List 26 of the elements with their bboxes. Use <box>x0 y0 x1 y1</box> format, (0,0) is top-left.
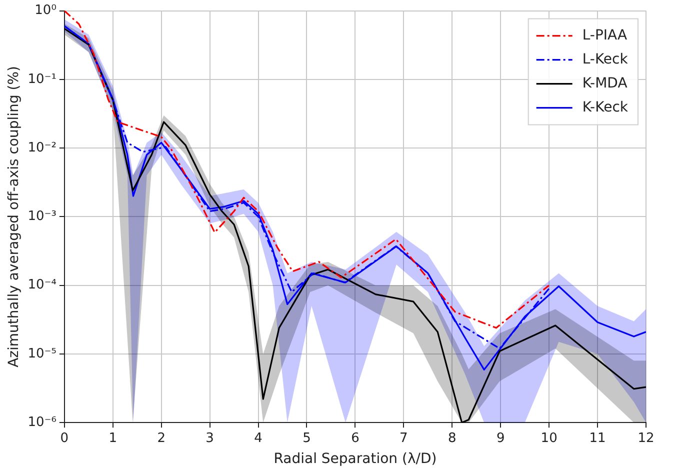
x-tick-label: 12 <box>638 430 654 446</box>
y-tick-label: 10⁻⁴ <box>28 278 56 293</box>
x-tick-label: 3 <box>206 430 214 446</box>
x-tick-label: 2 <box>157 430 166 446</box>
x-tick-label: 1 <box>108 430 118 446</box>
y-tick-label: 10⁻² <box>28 140 56 156</box>
x-axis-title: Radial Separation (λ/D) <box>274 451 437 468</box>
y-tick-label: 10⁰ <box>34 3 56 18</box>
y-axis-title: Azimuthally averaged off-axis coupling (%) <box>6 66 22 368</box>
x-tick-label: 11 <box>589 430 606 446</box>
legend-label: L-Keck <box>582 51 629 68</box>
y-tick-label: 10⁻⁶ <box>28 414 56 430</box>
legend-label: K-MDA <box>582 75 628 92</box>
legend-label: L-PIAA <box>582 27 628 44</box>
x-tick-label: 5 <box>302 430 311 446</box>
x-tick-label: 0 <box>60 430 69 446</box>
x-tick-label: 10 <box>540 430 558 446</box>
legend-label: K-Keck <box>582 99 629 116</box>
y-tick-label: 10⁻³ <box>28 209 56 224</box>
x-tick-label: 7 <box>400 430 408 446</box>
x-tick-label: 6 <box>351 430 360 446</box>
x-tick-label: 4 <box>254 430 262 446</box>
y-tick-label: 10⁻¹ <box>28 72 56 87</box>
x-tick-label: 9 <box>496 430 505 446</box>
y-tick-label: 10⁻⁵ <box>28 346 56 362</box>
x-tick-label: 8 <box>448 430 456 446</box>
